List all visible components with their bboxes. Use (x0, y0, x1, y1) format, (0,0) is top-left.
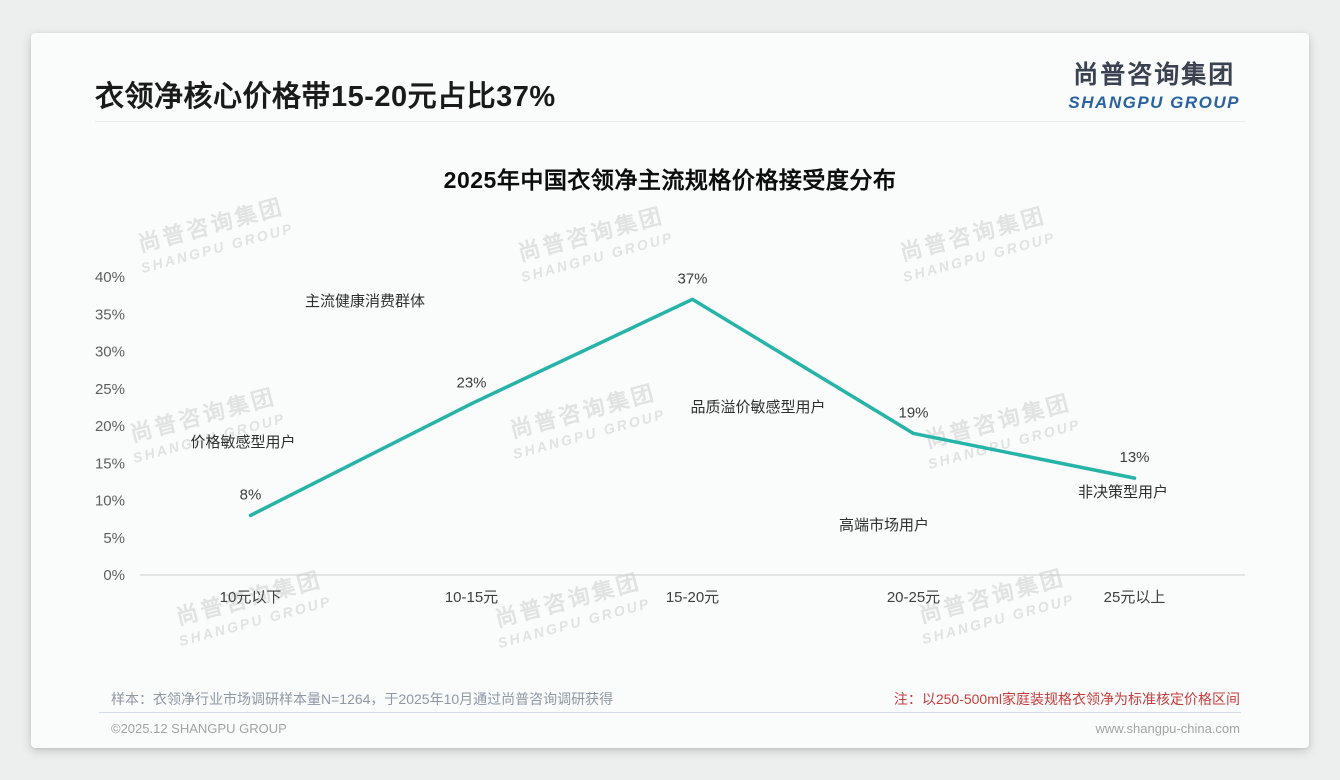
y-tick-label: 20% (95, 418, 125, 435)
y-tick-label: 0% (103, 567, 125, 584)
copyright-text: ©2025.12 SHANGPU GROUP (111, 721, 287, 736)
website-text: www.shangpu-china.com (1095, 721, 1240, 736)
y-tick-label: 40% (95, 269, 125, 286)
data-label: 19% (898, 404, 928, 421)
chart-annotation: 价格敏感型用户 (190, 434, 295, 451)
y-tick-label: 25% (95, 381, 125, 398)
trend-line (248, 297, 1137, 518)
logo-english-name: SHANGPU GROUP (1068, 93, 1240, 112)
notes-row: 样本：衣领净行业市场调研样本量N=1264，于2025年10月通过尚普咨询调研获… (111, 689, 1240, 709)
y-tick-label: 15% (95, 455, 125, 472)
y-tick-label: 10% (95, 493, 125, 510)
data-label: 8% (240, 486, 262, 503)
chart-annotation: 非决策型用户 (1078, 484, 1168, 501)
y-tick-label: 5% (103, 530, 125, 547)
footer-divider (99, 712, 1241, 713)
x-category-label: 25元以上 (1104, 589, 1166, 606)
price-definition-note: 注：以250-500ml家庭装规格衣领净为标准核定价格区间 (893, 691, 1240, 707)
chart-title: 2025年中国衣领净主流规格价格接受度分布 (443, 167, 897, 193)
sample-note: 样本：衣领净行业市场调研样本量N=1264，于2025年10月通过尚普咨询调研获… (111, 691, 614, 707)
price-acceptance-line-chart: 0% 5% 10% 15% 20% 25% 30% 35% 40% 8% 10元以下 23% 10-15… (95, 269, 1245, 606)
x-category-label: 15-20元 (666, 589, 719, 606)
chart-annotation: 高端市场用户 (839, 517, 929, 534)
y-tick-label: 35% (95, 306, 125, 323)
logo-chinese-name: 尚普咨询集团 (1073, 61, 1236, 89)
company-logo: 尚普咨询集团 SHANGPU GROUP (1068, 55, 1240, 113)
chart-annotation: 主流健康消费群体 (305, 293, 425, 310)
data-label: 37% (677, 270, 707, 287)
x-category-label: 10元以下 (220, 589, 282, 606)
x-category-label: 10-15元 (445, 589, 498, 606)
x-category-label: 20-25元 (887, 589, 940, 606)
chart-annotation: 品质溢价敏感型用户 (690, 399, 825, 416)
page-title: 衣领净核心价格带15-20元占比37% (95, 81, 556, 113)
y-tick-label: 30% (95, 344, 125, 361)
footer-row: ©2025.12 SHANGPU GROUP www.shangpu-china… (111, 721, 1240, 736)
data-label: 23% (456, 375, 486, 392)
data-label: 13% (1119, 449, 1149, 466)
title-divider (95, 121, 1245, 122)
report-card: 尚普咨询集团 SHANGPU GROUP 尚普咨询集团 SHANGPU GROUP 尚普… (31, 33, 1309, 748)
